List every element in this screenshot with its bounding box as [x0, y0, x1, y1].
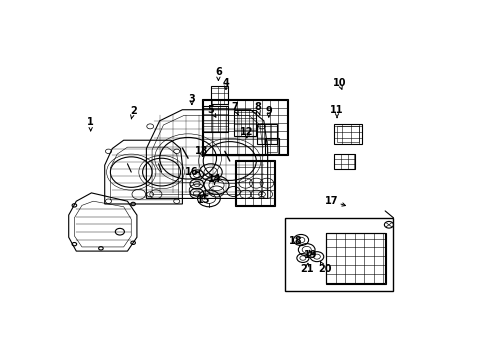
- Text: 14: 14: [207, 174, 221, 184]
- Text: 13: 13: [194, 146, 208, 156]
- Text: 6: 6: [215, 67, 222, 77]
- Bar: [264, 138, 279, 153]
- Text: 10: 10: [332, 78, 346, 89]
- Bar: [210, 86, 227, 104]
- Text: 20: 20: [317, 264, 330, 274]
- Bar: [336, 126, 358, 142]
- Text: 5: 5: [207, 105, 214, 115]
- Text: 1: 1: [87, 117, 94, 127]
- Bar: [203, 100, 286, 154]
- Text: 16: 16: [185, 167, 198, 177]
- Text: 15: 15: [196, 195, 209, 205]
- Bar: [326, 233, 385, 283]
- Text: 7: 7: [231, 102, 238, 112]
- Bar: [325, 233, 385, 284]
- Text: 11: 11: [329, 105, 343, 115]
- Text: 12: 12: [240, 127, 253, 137]
- Text: 3: 3: [188, 94, 195, 104]
- Text: 2: 2: [129, 106, 136, 116]
- Text: 4: 4: [222, 78, 229, 89]
- Bar: [203, 105, 227, 132]
- Bar: [235, 160, 275, 206]
- Text: 19: 19: [303, 250, 317, 260]
- Bar: [266, 140, 276, 152]
- Bar: [333, 154, 354, 169]
- Text: 9: 9: [265, 106, 272, 116]
- Text: 21: 21: [299, 264, 313, 274]
- Bar: [236, 161, 274, 205]
- Bar: [257, 123, 277, 144]
- Bar: [285, 218, 393, 291]
- Text: 8: 8: [253, 102, 260, 112]
- Text: 18: 18: [288, 237, 302, 246]
- Text: 17: 17: [325, 196, 338, 206]
- Bar: [333, 123, 362, 144]
- Bar: [233, 110, 256, 136]
